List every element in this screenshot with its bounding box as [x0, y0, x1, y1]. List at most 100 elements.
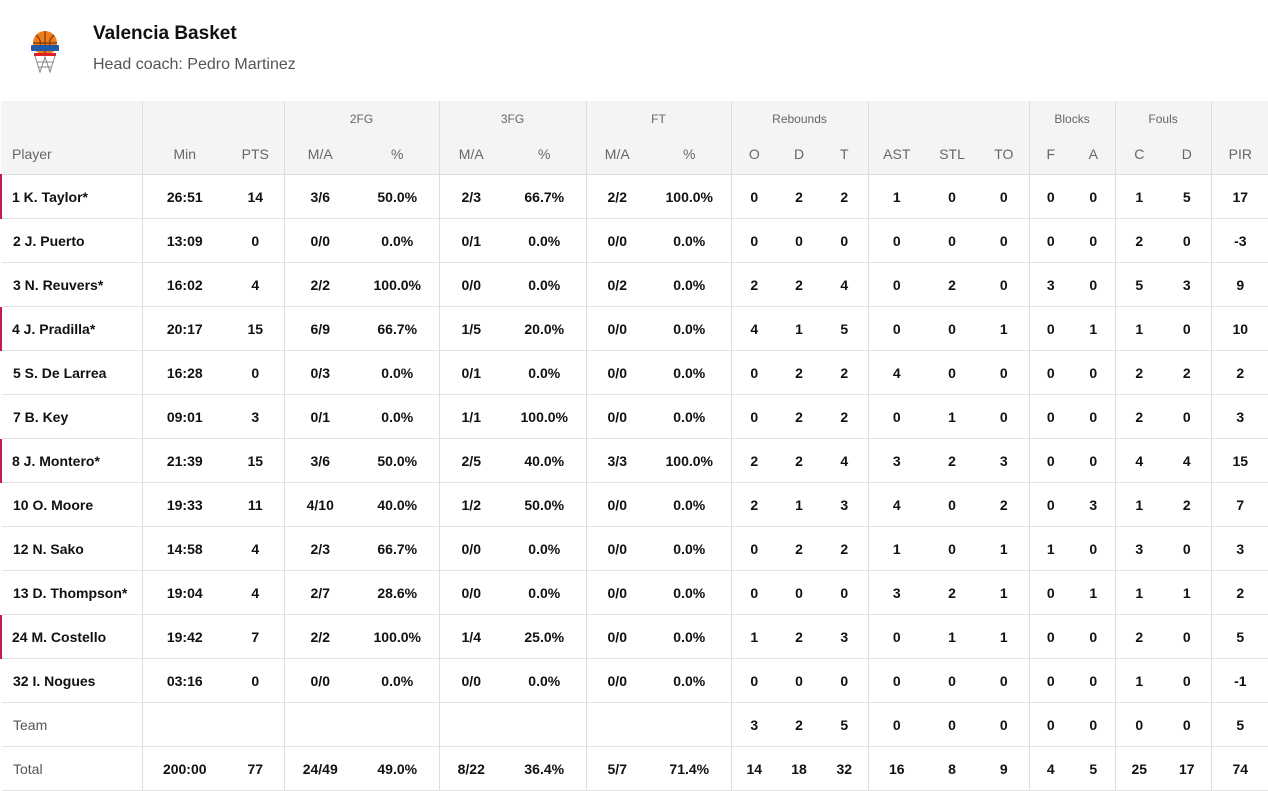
player-name: 4 J. Pradilla* — [0, 306, 142, 351]
stat-cell: 0.0% — [503, 658, 586, 703]
column-header[interactable]: Min — [141, 134, 227, 175]
stat-cell: 0.0% — [648, 482, 732, 527]
stat-cell: 4 — [867, 482, 926, 527]
stat-cell: 2 — [1114, 614, 1164, 659]
stat-cell: 0 — [925, 658, 980, 703]
stat-cell: 0 — [1072, 438, 1116, 483]
stat-cell — [356, 702, 439, 747]
column-header[interactable]: F — [1028, 134, 1073, 175]
stat-cell: 0 — [1072, 394, 1116, 439]
column-header[interactable]: % — [356, 134, 439, 175]
stat-cell: 2 — [821, 350, 869, 395]
stat-cell: 1 — [1114, 570, 1164, 615]
stat-cell: 100.0% — [356, 262, 439, 307]
stat-cell: 2/3 — [283, 526, 356, 571]
stat-cell: 0/3 — [283, 350, 356, 395]
column-header[interactable]: D — [1163, 134, 1212, 175]
column-header[interactable]: PTS — [227, 134, 284, 175]
stat-cell: 3 — [867, 570, 926, 615]
stat-cell: 0.0% — [648, 350, 732, 395]
player-name: 1 K. Taylor* — [0, 174, 142, 219]
stat-cell: -1 — [1210, 658, 1268, 703]
column-header[interactable]: M/A — [585, 134, 648, 175]
stat-cell: 3 — [1114, 526, 1164, 571]
stat-cell: 0 — [1114, 702, 1164, 747]
stat-cell: 0.0% — [356, 218, 439, 263]
stat-cell: 20.0% — [503, 306, 586, 351]
column-header[interactable]: TO — [979, 134, 1030, 175]
column-header[interactable]: C — [1114, 134, 1164, 175]
stat-cell: 3/3 — [585, 438, 648, 483]
column-header[interactable]: D — [777, 134, 822, 175]
column-header[interactable]: A — [1072, 134, 1116, 175]
stat-cell: 0.0% — [648, 218, 732, 263]
stat-cell: 0 — [777, 658, 822, 703]
stat-cell: 11 — [227, 482, 284, 527]
stat-cell: 71.4% — [648, 746, 732, 791]
column-header[interactable]: Player — [1, 134, 142, 175]
stat-cell: 28.6% — [356, 570, 439, 615]
stat-cell: 2 — [777, 438, 822, 483]
stat-cell: 8/22 — [438, 746, 503, 791]
column-header[interactable]: M/A — [283, 134, 356, 175]
column-header[interactable]: % — [503, 134, 586, 175]
stat-cell: 7 — [227, 614, 284, 659]
stat-cell: 0/1 — [283, 394, 356, 439]
stat-cell: 0 — [1028, 218, 1073, 263]
stat-cell: 0/0 — [585, 570, 648, 615]
stat-cell: 0 — [1072, 702, 1116, 747]
column-header[interactable]: STL — [925, 134, 980, 175]
stat-cell: 1 — [979, 526, 1030, 571]
stat-cell: 0 — [867, 614, 926, 659]
stat-cell: 0 — [1028, 702, 1073, 747]
column-header[interactable]: AST — [867, 134, 926, 175]
stat-cell: 74 — [1210, 746, 1268, 791]
stat-cell: 0 — [979, 174, 1030, 219]
stat-cell: 0 — [1028, 174, 1073, 219]
stat-cell: 0 — [730, 526, 778, 571]
stat-cell: 0/0 — [585, 614, 648, 659]
stat-cell: 1 — [1114, 174, 1164, 219]
stat-cell: 50.0% — [356, 438, 439, 483]
stat-cell: 4 — [1163, 438, 1212, 483]
stat-cell: 0 — [925, 218, 980, 263]
stat-cell: 1 — [925, 394, 980, 439]
column-header[interactable]: O — [730, 134, 778, 175]
stat-cell: 1 — [1114, 306, 1164, 351]
column-header[interactable]: % — [648, 134, 732, 175]
player-row: 4 J. Pradilla* 20:17 15 6/9 66.7% 1/5 20.0% 0/0… — [0, 306, 1268, 351]
column-header[interactable]: M/A — [438, 134, 503, 175]
stat-cell: 0/0 — [438, 658, 503, 703]
stat-cell: 1 — [1072, 306, 1116, 351]
column-header[interactable]: T — [821, 134, 869, 175]
stat-cell: 13:09 — [141, 218, 227, 263]
group-3fg: 3FG — [438, 101, 586, 134]
stat-cell: 0.0% — [503, 350, 586, 395]
stat-cell: 1 — [1163, 570, 1212, 615]
stat-cell — [438, 702, 503, 747]
stat-cell: 0 — [821, 658, 869, 703]
stat-cell: 1 — [1114, 482, 1164, 527]
player-row: 32 I. Nogues 03:16 0 0/0 0.0% 0/0 0.0% 0/0 0.0% 0… — [1, 658, 1268, 703]
stat-cell: 24/49 — [283, 746, 356, 791]
stat-cell: 40.0% — [503, 438, 586, 483]
stat-cell: 0/0 — [438, 570, 503, 615]
stat-cell: 1 — [1028, 526, 1073, 571]
stat-cell: 0 — [730, 570, 778, 615]
stat-cell: 0/0 — [438, 526, 503, 571]
stat-cell: 0.0% — [648, 262, 732, 307]
group-blocks: Blocks — [1028, 101, 1116, 134]
column-header[interactable]: PIR — [1210, 134, 1268, 175]
stat-cell: 4 — [821, 262, 869, 307]
stat-cell: 4 — [227, 526, 284, 571]
stat-cell: 0/0 — [283, 218, 356, 263]
stat-cell — [503, 702, 586, 747]
group-fouls: Fouls — [1114, 101, 1212, 134]
team-name: Valencia Basket — [93, 23, 237, 44]
stat-cell: 3 — [1163, 262, 1212, 307]
stat-cell: 2 — [1114, 218, 1164, 263]
stat-cell: 2 — [730, 438, 778, 483]
stat-cell: 2 — [777, 350, 822, 395]
stat-cell — [648, 702, 732, 747]
stat-cell: 09:01 — [141, 394, 227, 439]
